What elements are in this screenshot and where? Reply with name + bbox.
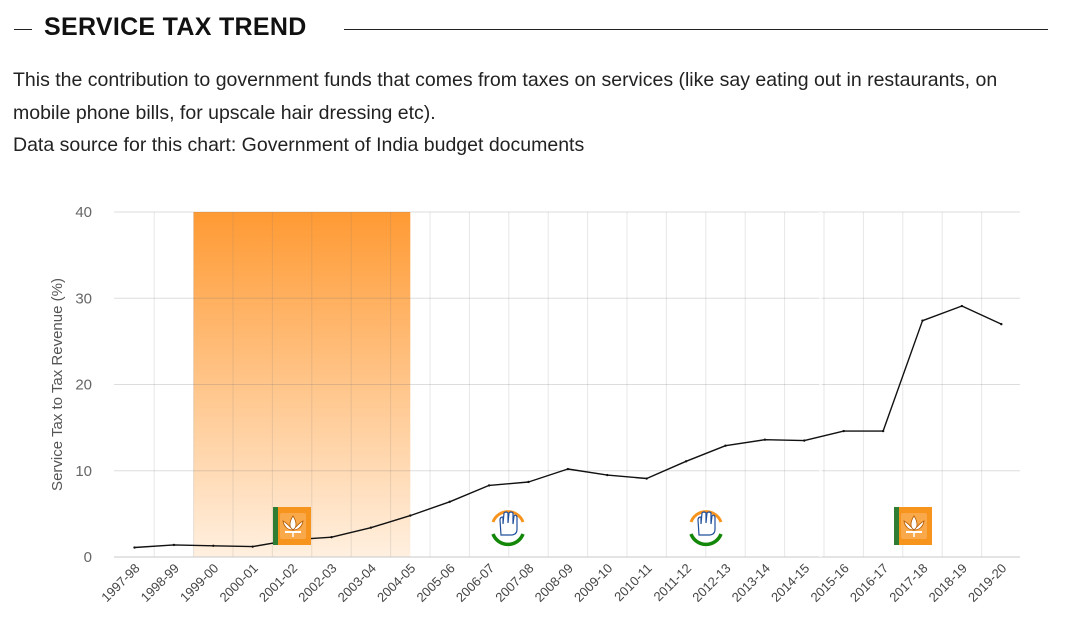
band-dividers [819, 212, 822, 557]
x-tick-label: 2001-02 [256, 561, 300, 605]
x-tick-label: 1999-00 [177, 561, 221, 605]
lotus-icon [894, 507, 932, 545]
data-source-text: Data source for this chart: Government o… [13, 134, 585, 156]
section-header: SERVICE TAX TREND [0, 0, 1065, 60]
data-point-2010-11 [645, 477, 648, 480]
y-tick-label: 30 [75, 290, 92, 307]
y-tick-label: 10 [75, 463, 92, 480]
x-tick-label: 2005-06 [413, 561, 457, 605]
chart-description: This the contribution to government fund… [13, 64, 1058, 162]
x-tick-label: 2011-12 [651, 561, 695, 605]
data-point-2018-19 [960, 304, 964, 308]
x-tick-label: 2018-19 [926, 561, 970, 605]
x-tick-label: 2015-16 [807, 561, 851, 605]
x-tick-label: 2003-04 [335, 561, 379, 605]
x-tick-label: 2006-07 [453, 561, 497, 605]
data-point-2006-07 [487, 484, 491, 487]
data-point-2013-14 [763, 438, 767, 441]
data-point-2005-06 [448, 500, 451, 503]
x-tick-label: 2014-15 [768, 561, 812, 605]
x-tick-label: 1998-99 [138, 561, 182, 605]
x-tick-label: 2017-18 [886, 561, 930, 605]
x-tick-label: 2016-17 [847, 561, 891, 605]
data-point-2009-10 [606, 473, 609, 477]
y-tick-label: 0 [84, 549, 92, 566]
hand-icon [687, 507, 725, 547]
data-point-2003-04 [369, 526, 373, 529]
y-axis-label: Service Tax to Tax Revenue (%) [49, 278, 66, 491]
data-point-2004-05 [409, 514, 412, 517]
data-point-2016-17 [881, 429, 885, 433]
party-icons [273, 507, 932, 547]
x-tick-label: 2012-13 [689, 561, 733, 605]
party-bands [114, 212, 1020, 557]
x-tick-label: 2004-05 [374, 561, 418, 605]
header-rule-right [344, 29, 1048, 30]
data-point-2011-12 [684, 460, 688, 463]
y-tick-label: 20 [75, 377, 92, 394]
data-point-2015-16 [842, 429, 845, 433]
grid-lines [114, 211, 1020, 558]
data-point-1999-00 [212, 544, 215, 547]
x-tick-label: 2019-20 [965, 561, 1009, 605]
data-point-2012-13 [724, 444, 727, 447]
lotus-icon [273, 507, 311, 545]
section-title: SERVICE TAX TREND [44, 13, 307, 41]
x-tick-label: 2002-03 [295, 561, 339, 605]
header-rule-left [14, 29, 32, 30]
x-tick-label: 1997-98 [98, 561, 142, 605]
data-point-1997-98 [133, 546, 136, 549]
data-point-2002-03 [330, 535, 333, 539]
data-point-2008-09 [566, 467, 570, 471]
x-tick-label: 2008-09 [532, 561, 576, 605]
data-point-1998-99 [172, 543, 176, 547]
y-tick-label: 40 [75, 204, 92, 221]
hand-icon [489, 507, 527, 547]
data-point-2014-15 [803, 439, 806, 442]
data-point-2019-20 [1000, 322, 1003, 326]
x-tick-label: 2010-11 [611, 561, 655, 605]
x-tick-label: 2007-08 [492, 561, 536, 605]
data-point-2017-18 [921, 319, 924, 322]
x-tick-label: 2009-10 [571, 561, 615, 605]
x-axis-ticks: 1997-981998-991999-002000-012001-022002-… [98, 561, 1009, 605]
y-axis-ticks: 0 10 20 30 40 [75, 204, 92, 566]
band-bjp-1 [193, 212, 411, 557]
x-tick-label: 2000-01 [216, 561, 260, 605]
data-point-2000-01 [251, 545, 254, 548]
description-text: This the contribution to government fund… [13, 69, 998, 124]
data-point-2007-08 [527, 480, 530, 484]
x-tick-label: 2013-14 [729, 561, 773, 605]
